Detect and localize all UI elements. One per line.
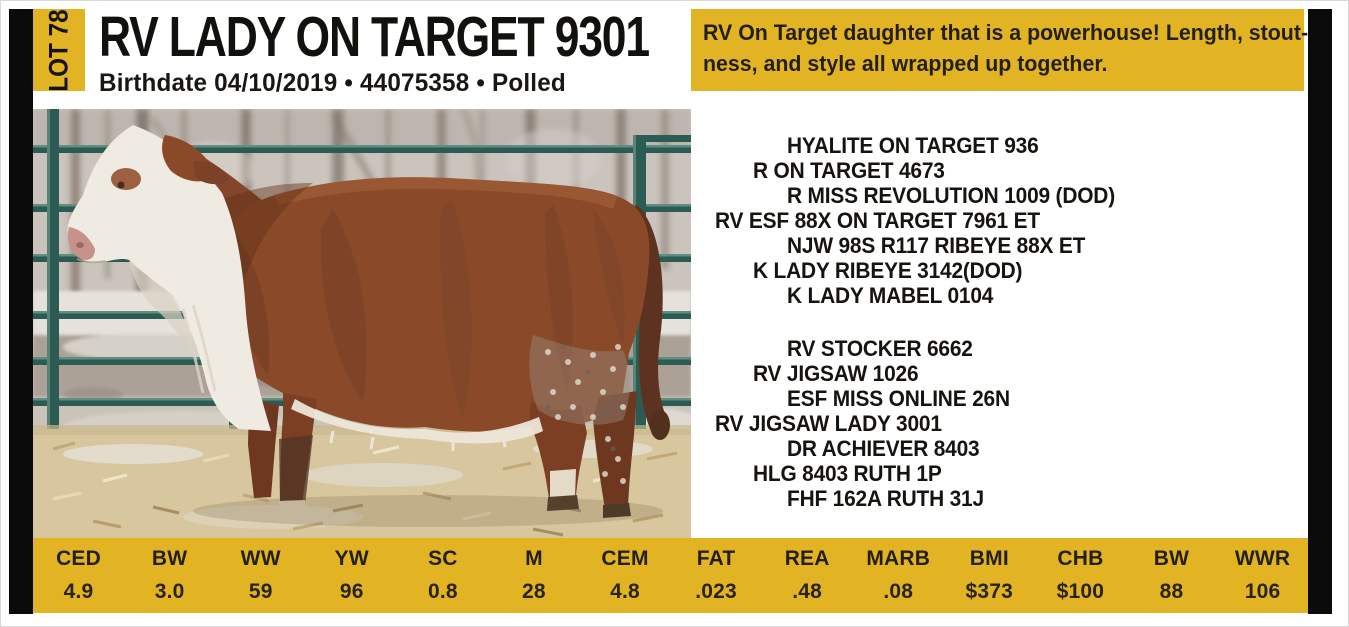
pedigree-panel: HYALITE ON TARGET 936 R ON TARGET 4673 R… [691, 109, 1304, 538]
lot-number: LOT 78 [43, 8, 74, 92]
left-black-border [9, 9, 33, 614]
epd-col-fat: FAT .023 [671, 547, 762, 604]
epd-value: .08 [883, 580, 914, 603]
epd-label: WWR [1234, 547, 1291, 570]
pedigree-line: R MISS REVOLUTION 1009 (DOD) [787, 183, 1115, 208]
epd-value: .023 [695, 580, 737, 603]
epd-col-ced: CED 4.9 [33, 547, 124, 604]
pedigree-line: K LADY RIBEYE 3142(DOD) [753, 258, 1023, 283]
epd-col-ww: WW 59 [215, 547, 306, 604]
epd-label: BW [1153, 547, 1190, 570]
epd-value: $373 [965, 580, 1014, 603]
epd-label: REA [784, 547, 830, 570]
epd-col-bmi: BMI $373 [944, 547, 1035, 604]
header: RV LADY ON TARGET 9301 Birthdate 04/10/2… [99, 9, 699, 98]
epd-label: SC [428, 547, 458, 570]
epd-value: 88 [1159, 580, 1184, 603]
epd-label: BMI [969, 547, 1009, 570]
pedigree-line-dam: RV JIGSAW LADY 3001 [715, 411, 942, 436]
epd-label: CEM [601, 547, 649, 570]
description-line-1: RV On Target daughter that is a powerhou… [703, 20, 1309, 45]
epd-value: .48 [792, 580, 823, 603]
pedigree-line: RV JIGSAW 1026 [753, 361, 919, 386]
description-box: RV On Target daughter that is a powerhou… [691, 9, 1309, 91]
sire-pedigree: HYALITE ON TARGET 936 R ON TARGET 4673 R… [691, 133, 1304, 308]
pedigree-line: HLG 8403 RUTH 1P [753, 461, 942, 486]
epd-col-chb: CHB $100 [1035, 547, 1126, 604]
epd-col-cem: CEM 4.8 [579, 547, 670, 604]
epd-value: 106 [1244, 580, 1281, 603]
pedigree-line: HYALITE ON TARGET 936 [787, 133, 1039, 158]
epd-col-marb: MARB .08 [853, 547, 944, 604]
epd-value: 4.9 [63, 580, 94, 603]
animal-name-title: RV LADY ON TARGET 9301 [99, 5, 650, 69]
pedigree-line: RV STOCKER 6662 [787, 336, 973, 361]
epd-value: 28 [522, 580, 546, 603]
hereford-heifer-illustration [33, 109, 691, 538]
animal-photo [33, 109, 691, 538]
description-line-2: ness, and style all wrapped up together. [703, 51, 1108, 76]
right-black-border [1308, 9, 1332, 614]
epd-label: FAT [696, 547, 736, 570]
animal-subtitle: Birthdate 04/10/2019 • 44075358 • Polled [99, 69, 566, 97]
epd-value: 3.0 [154, 580, 185, 603]
epd-col-wwr: WWR 106 [1217, 547, 1308, 604]
epd-col-bw-actual: BW 88 [1126, 547, 1217, 604]
epd-value: $100 [1056, 580, 1105, 603]
epd-col-sc: SC 0.8 [397, 547, 488, 604]
pedigree-line: FHF 162A RUTH 31J [787, 486, 984, 511]
epd-label: M [525, 547, 543, 570]
epd-value: 4.8 [610, 580, 640, 603]
epd-label: WW [240, 547, 281, 570]
epd-label: CED [56, 547, 102, 570]
epd-col-bw: BW 3.0 [124, 547, 215, 604]
pedigree-line-sire: RV ESF 88X ON TARGET 7961 ET [715, 208, 1040, 233]
epd-col-yw: YW 96 [306, 547, 397, 604]
pedigree-line: R ON TARGET 4673 [753, 158, 945, 183]
epd-label: CHB [1057, 547, 1104, 570]
pedigree-line: K LADY MABEL 0104 [787, 283, 994, 308]
epd-value: 0.8 [427, 580, 458, 603]
epd-label: MARB [866, 547, 931, 570]
epd-value: 96 [339, 580, 364, 603]
epd-col-rea: REA .48 [762, 547, 853, 604]
lot-badge: LOT 78 [33, 9, 85, 91]
epd-label: BW [151, 547, 188, 570]
epd-stats-bar: CED 4.9 BW 3.0 WW 59 YW 96 SC 0.8 M 28 C… [33, 538, 1308, 613]
epd-value: 59 [248, 580, 273, 603]
epd-label: YW [334, 547, 369, 570]
epd-col-m: M 28 [488, 547, 579, 604]
pedigree-line: NJW 98S R117 RIBEYE 88X ET [787, 233, 1086, 258]
dam-pedigree: RV STOCKER 6662 RV JIGSAW 1026 ESF MISS … [691, 336, 1304, 511]
pedigree-line: DR ACHIEVER 8403 [787, 436, 980, 461]
pedigree-line: ESF MISS ONLINE 26N [787, 386, 1010, 411]
